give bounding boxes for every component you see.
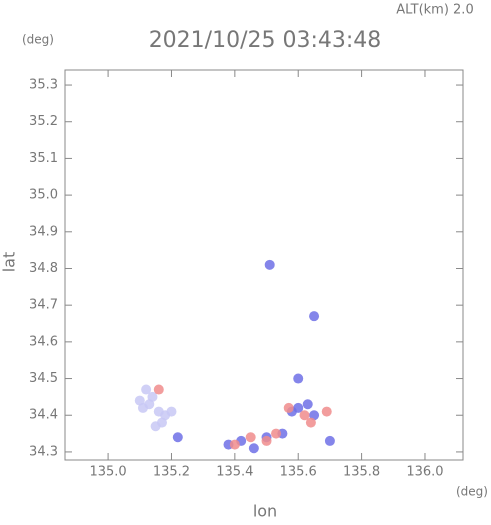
x-tick-label: 136.0 xyxy=(406,465,443,480)
x-tick-label: 135.8 xyxy=(343,465,380,480)
chart-title: 2021/10/25 03:43:48 xyxy=(149,28,382,53)
echo xyxy=(248,443,259,454)
echo xyxy=(261,435,272,446)
y-tick-label: 34.4 xyxy=(29,408,58,423)
echo xyxy=(324,435,335,446)
echo xyxy=(321,406,332,417)
echo xyxy=(166,406,177,417)
echo xyxy=(305,417,316,428)
y-tick-label: 34.6 xyxy=(29,334,58,349)
echo xyxy=(299,410,310,421)
x-unit: (deg) xyxy=(456,485,488,499)
y-tick-label: 35.2 xyxy=(29,114,58,129)
y-tick-label: 35.1 xyxy=(29,151,58,166)
echo xyxy=(293,373,304,384)
echo xyxy=(153,384,164,395)
echo xyxy=(150,421,161,432)
plot-frame xyxy=(64,69,464,461)
y-tick-label: 34.8 xyxy=(29,261,58,276)
y-unit: (deg) xyxy=(22,33,54,47)
echo xyxy=(283,402,294,413)
echo xyxy=(245,432,256,443)
altitude: ALT(km) 2.0 xyxy=(396,3,473,18)
echo xyxy=(264,259,275,270)
echo xyxy=(229,439,240,450)
y-tick-label: 35.3 xyxy=(29,78,58,93)
echo xyxy=(172,432,183,443)
y-label: lat xyxy=(0,252,19,273)
echo xyxy=(293,402,304,413)
echo xyxy=(144,399,155,410)
x-tick-label: 135.4 xyxy=(216,465,253,480)
y-tick-label: 35.0 xyxy=(29,188,58,203)
echo xyxy=(271,428,282,439)
y-tick-label: 34.5 xyxy=(29,371,58,386)
x-tick-label: 135.0 xyxy=(89,465,126,480)
echo xyxy=(309,311,320,322)
y-tick-label: 34.3 xyxy=(29,444,58,459)
echo xyxy=(141,384,152,395)
echo xyxy=(302,399,313,410)
y-tick-label: 34.7 xyxy=(29,298,58,313)
y-tick-label: 34.9 xyxy=(29,224,58,239)
x-tick-label: 135.6 xyxy=(280,465,317,480)
x-label: lon xyxy=(253,502,277,521)
x-tick-label: 135.2 xyxy=(153,465,190,480)
